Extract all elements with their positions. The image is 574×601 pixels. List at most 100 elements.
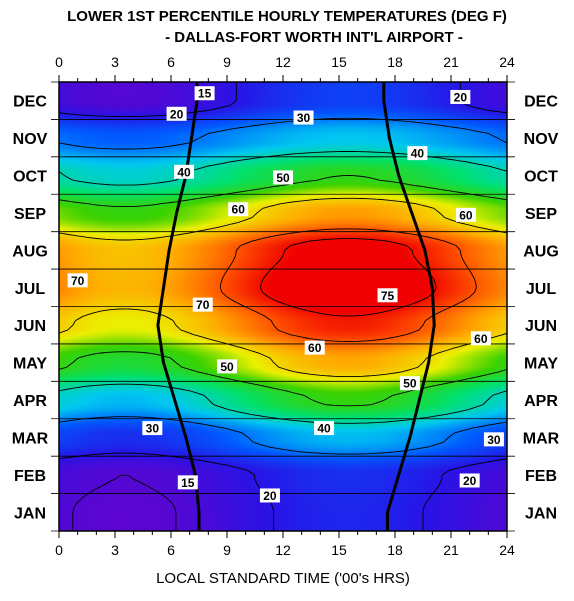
contour-label: 60: [459, 208, 473, 222]
month-labels-right: JAN FEB MAR APR MAY JUN JUL AUG SEP OCT NOV DEC: [523, 94, 560, 523]
contour-label: 50: [220, 360, 234, 374]
chart-title: LOWER 1ST PERCENTILE HOURLY TEMPERATURES…: [67, 8, 507, 25]
contour-label: 70: [196, 298, 210, 312]
contour-label-box: [407, 146, 428, 161]
contour-label-box: [67, 273, 88, 288]
contour-label-box: [177, 475, 198, 490]
sunrise-sunset-lines: [156, 82, 436, 531]
contour-label: 60: [308, 341, 322, 355]
contour-line-75: [260, 238, 437, 317]
month-label-left: OCT: [13, 169, 47, 186]
month-label-left: JUL: [15, 281, 45, 298]
x-tick-label-bottom: 15: [331, 542, 347, 558]
contour-label-box: [314, 421, 335, 436]
x-tick-label-top: 18: [387, 54, 403, 70]
month-label-left: MAY: [13, 356, 47, 373]
x-tick-label-bottom: 9: [223, 542, 231, 558]
contour-label: 75: [381, 289, 395, 303]
x-tick-label-bottom: 0: [55, 542, 63, 558]
contour-line-70: [219, 228, 477, 342]
contour-label: 30: [297, 111, 311, 125]
contour-label-box: [470, 331, 491, 346]
contour-label: 40: [317, 422, 331, 436]
contour-label: 20: [454, 90, 468, 104]
contour-label-box: [459, 473, 480, 488]
x-tick-label-bottom: 6: [167, 542, 175, 558]
contour-label: 15: [198, 87, 212, 101]
month-label-right: AUG: [523, 243, 559, 260]
month-label-right: OCT: [524, 169, 558, 186]
x-tick-labels-top: 0 3 6 9 12 15 18 21 24: [55, 54, 515, 70]
contour-label-box: [304, 340, 325, 355]
month-label-left: NOV: [13, 131, 48, 148]
contour-label-box: [483, 432, 504, 447]
month-label-right: MAY: [524, 356, 558, 373]
month-label-right: FEB: [525, 468, 557, 485]
x-tick-label-top: 0: [55, 54, 63, 70]
contour-line-30: [59, 117, 507, 455]
month-label-right: MAR: [523, 430, 560, 447]
contour-line-50: [59, 175, 507, 407]
contour-line-15: [72, 474, 177, 531]
contour-label-box: [399, 376, 420, 391]
x-tick-label-top: 3: [111, 54, 119, 70]
x-tick-labels-bottom: 0 3 6 9 12 15 18 21 24: [55, 542, 515, 558]
contour-label: 30: [487, 433, 501, 447]
month-label-right: DEC: [524, 94, 558, 111]
contour-line-40: [59, 151, 507, 424]
contour-label: 40: [411, 147, 425, 161]
contour-label-box: [273, 170, 293, 185]
contour-label-box: [194, 86, 215, 101]
x-axis-label: LOCAL STANDARD TIME ('00's HRS): [156, 570, 410, 587]
month-label-left: SEP: [14, 206, 46, 223]
month-label-left: AUG: [12, 243, 48, 260]
month-gridlines: [51, 81, 515, 532]
month-label-left: FEB: [14, 468, 46, 485]
contour-label: 15: [181, 476, 195, 490]
month-label-right: JUL: [526, 281, 556, 298]
contour-label-box: [174, 164, 195, 179]
x-tick-label-bottom: 3: [111, 542, 119, 558]
month-labels-left: JAN FEB MAR APR MAY JUN JUL AUG SEP OCT NOV DEC: [12, 94, 49, 523]
contour-label-box: [166, 106, 187, 121]
x-tick-label-top: 21: [443, 54, 459, 70]
contour-label-box: [142, 421, 163, 436]
contour-label-box: [455, 207, 476, 222]
x-tick-label-top: 6: [167, 54, 175, 70]
contour-label: 50: [403, 377, 417, 391]
contour-label: 20: [170, 107, 184, 121]
contour-label: 20: [263, 489, 277, 503]
x-tick-label-bottom: 24: [499, 542, 515, 558]
month-label-left: JUN: [14, 318, 46, 335]
x-tick-label-top: 24: [499, 54, 515, 70]
sunset-line: [382, 82, 436, 531]
x-tick-label-bottom: 12: [275, 542, 291, 558]
contour-label: 20: [463, 474, 477, 488]
month-label-left: APR: [13, 393, 47, 410]
contour-label: 50: [276, 171, 290, 185]
month-label-right: APR: [524, 393, 558, 410]
month-label-left: MAR: [12, 430, 49, 447]
x-tick-label-bottom: 21: [443, 542, 459, 558]
contour-label: 40: [177, 165, 191, 179]
contour-label-box: [192, 297, 213, 312]
contour-label: 30: [146, 422, 160, 436]
x-tick-label-bottom: 18: [387, 542, 403, 558]
x-tick-label-top: 9: [223, 54, 231, 70]
month-label-right: NOV: [524, 131, 559, 148]
contour-label: 60: [474, 332, 488, 346]
contour-lines: [59, 82, 507, 531]
month-label-right: SEP: [525, 206, 557, 223]
contour-label: 60: [232, 203, 246, 217]
chart-subtitle: - DALLAS-FORT WORTH INT'L AIRPORT -: [165, 29, 463, 46]
x-tick-label-top: 12: [275, 54, 291, 70]
month-label-right: JUN: [525, 318, 557, 335]
contour-label: 70: [71, 274, 85, 288]
contour-label-box: [259, 488, 280, 503]
contour-label-box: [377, 288, 398, 303]
axis-ticks: [58, 75, 508, 538]
contour-label-box: [217, 359, 237, 374]
x-tick-label-top: 15: [331, 54, 347, 70]
